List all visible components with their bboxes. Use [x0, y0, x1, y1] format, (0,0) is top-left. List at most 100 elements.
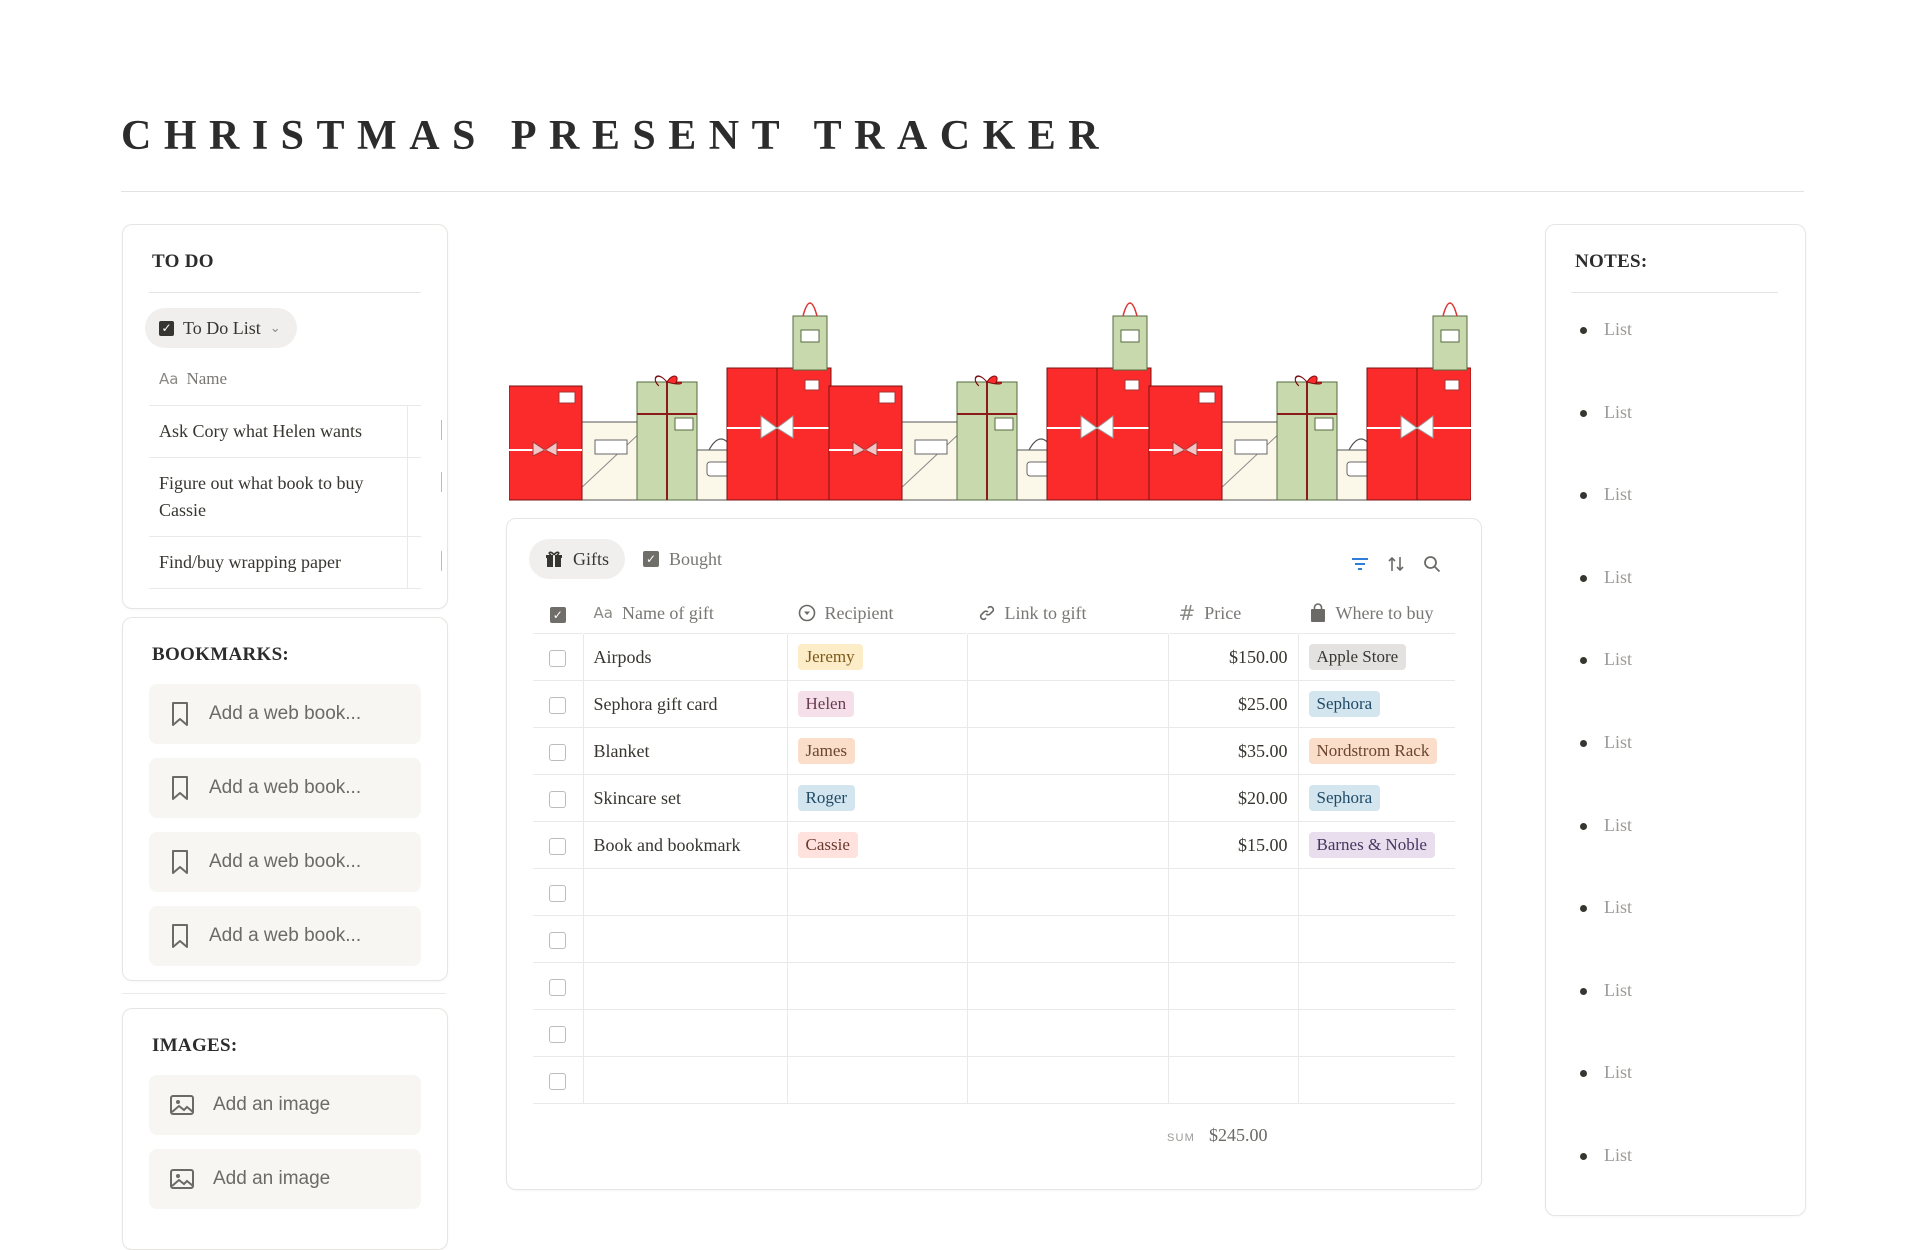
link-cell[interactable] [966, 774, 1168, 822]
recipient-cell[interactable]: Jeremy [786, 633, 967, 681]
gift-name-cell[interactable]: Skincare set [582, 774, 787, 822]
empty-table-row[interactable] [533, 1009, 1455, 1057]
link-cell[interactable] [966, 633, 1168, 681]
recipient-column-header[interactable]: Recipient [787, 593, 967, 634]
list-item[interactable]: List [1580, 1048, 1632, 1131]
recipient-cell[interactable]: Cassie [786, 821, 967, 869]
empty-table-row[interactable] [533, 915, 1455, 963]
price-cell[interactable]: $150.00 [1167, 633, 1298, 681]
where-cell[interactable]: Sephora [1297, 680, 1455, 728]
bookmark-icon [172, 702, 188, 726]
todo-view-selector[interactable]: ✓ To Do List ⌄ [145, 308, 297, 348]
add-bookmark-button[interactable]: Add a web book... [149, 684, 421, 744]
add-image-label: Add an image [213, 1094, 331, 1115]
text-property-icon: Aa [593, 604, 613, 622]
todo-column-header[interactable]: Aa Name [159, 369, 227, 389]
tab-bought[interactable]: ✓ Bought [643, 539, 738, 579]
table-header-row: ✓ Aa Name of gift Recipient Link to gift … [533, 593, 1455, 634]
title-divider [121, 191, 1804, 192]
bought-checkbox[interactable] [549, 931, 567, 949]
add-bookmark-button[interactable]: Add a web book... [149, 906, 421, 966]
search-icon[interactable] [1423, 555, 1441, 573]
bought-checkbox[interactable] [549, 1072, 567, 1090]
tab-gifts[interactable]: Gifts [529, 539, 625, 579]
bought-checkbox[interactable] [549, 696, 567, 714]
bought-checkbox[interactable] [549, 649, 567, 667]
price-cell[interactable]: $20.00 [1167, 774, 1298, 822]
list-item[interactable]: List [1580, 470, 1632, 553]
price-sum-row[interactable]: SUM $245.00 [507, 1125, 1481, 1155]
list-item[interactable]: List [1580, 388, 1632, 471]
list-item[interactable]: List [1580, 966, 1632, 1049]
list-item[interactable]: List [1580, 1131, 1632, 1214]
filter-icon[interactable] [1351, 556, 1369, 572]
table-row[interactable]: Skincare set Roger $20.00 Sephora [533, 774, 1455, 822]
notes-list: List List List List List List List List … [1580, 305, 1632, 1214]
add-bookmark-label: Add a web book... [209, 777, 362, 798]
where-cell[interactable]: Nordstrom Rack [1297, 727, 1455, 775]
list-item[interactable]: List [1580, 553, 1632, 636]
gift-name-cell[interactable]: Blanket [582, 727, 787, 775]
name-column-header[interactable]: Aa Name of gift [583, 593, 787, 634]
empty-table-row[interactable] [533, 962, 1455, 1010]
list-item[interactable]: List [1580, 718, 1632, 801]
recipient-cell[interactable]: Roger [786, 774, 967, 822]
table-row[interactable]: Book and bookmark Cassie $15.00 Barnes &… [533, 821, 1455, 869]
recipient-cell[interactable]: Helen [786, 680, 967, 728]
where-column-header[interactable]: Where to buy [1298, 593, 1455, 634]
bought-checkbox[interactable] [549, 978, 567, 996]
add-image-button[interactable]: Add an image [149, 1075, 421, 1135]
bought-checkbox[interactable] [549, 884, 567, 902]
bookmark-icon [172, 850, 188, 874]
add-bookmark-label: Add a web book... [209, 925, 362, 946]
bought-checkbox[interactable] [549, 1025, 567, 1043]
link-cell[interactable] [966, 821, 1168, 869]
link-cell[interactable] [966, 680, 1168, 728]
list-item-text: List [1604, 897, 1633, 918]
list-item-text: List [1604, 731, 1633, 752]
bought-checkbox[interactable] [549, 790, 567, 808]
sort-icon[interactable] [1387, 555, 1405, 573]
link-column-header[interactable]: Link to gift [967, 593, 1168, 634]
text-property-icon: Aa [159, 370, 179, 388]
bought-checkbox[interactable] [549, 837, 567, 855]
recipient-cell[interactable]: James [786, 727, 967, 775]
add-image-button[interactable]: Add an image [149, 1149, 421, 1209]
todo-item[interactable]: Ask Cory what Helen wants [149, 405, 442, 457]
empty-table-row[interactable] [533, 1056, 1455, 1104]
list-item[interactable]: List [1580, 883, 1632, 966]
list-item[interactable]: List [1580, 305, 1632, 388]
list-item[interactable]: List [1580, 801, 1632, 884]
chevron-down-icon: ⌄ [269, 320, 281, 336]
add-image-label: Add an image [213, 1168, 331, 1189]
empty-table-row[interactable] [533, 868, 1455, 916]
add-bookmark-button[interactable]: Add a web book... [149, 832, 421, 892]
bought-checkbox[interactable] [549, 743, 567, 761]
price-cell[interactable]: $15.00 [1167, 821, 1298, 869]
bullet-icon [1580, 409, 1587, 417]
list-item-text: List [1604, 979, 1633, 1000]
price-cell[interactable]: $35.00 [1167, 727, 1298, 775]
page-title: CHRISTMAS PRESENT TRACKER [121, 113, 1112, 159]
where-cell[interactable]: Barnes & Noble [1297, 821, 1455, 869]
table-row[interactable]: Blanket James $35.00 Nordstrom Rack [533, 727, 1455, 775]
bought-column-header[interactable]: ✓ [533, 593, 583, 634]
recipient-column-label: Recipient [824, 602, 894, 623]
todo-item[interactable]: Figure out what book to buy Cassie [149, 457, 442, 536]
gift-name-cell[interactable]: Book and bookmark [582, 821, 787, 869]
image-icon [170, 1095, 194, 1115]
gift-name-cell[interactable]: Sephora gift card [582, 680, 787, 728]
price-column-header[interactable]: # Price [1168, 593, 1298, 634]
add-bookmark-button[interactable]: Add a web book... [149, 758, 421, 818]
list-item[interactable]: List [1580, 635, 1632, 718]
todo-item[interactable]: Find/buy wrapping paper [149, 536, 442, 589]
where-cell[interactable]: Sephora [1297, 774, 1455, 822]
price-cell[interactable]: $25.00 [1167, 680, 1298, 728]
link-cell[interactable] [966, 727, 1168, 775]
table-row[interactable]: Airpods Jeremy $150.00 Apple Store [533, 633, 1455, 681]
bookmark-icon [172, 776, 188, 800]
table-row[interactable]: Sephora gift card Helen $25.00 Sephora [533, 680, 1455, 728]
gift-name-cell[interactable]: Airpods [582, 633, 787, 681]
where-cell[interactable]: Apple Store [1297, 633, 1455, 681]
bullet-icon [1580, 905, 1587, 913]
